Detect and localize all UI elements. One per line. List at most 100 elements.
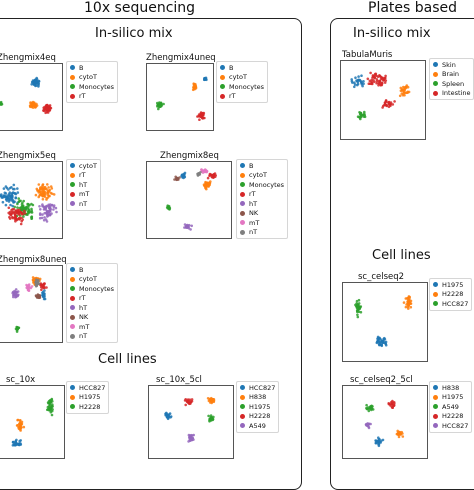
scatter-point [42,286,45,290]
scatter-point [174,175,177,179]
legend-entry: B [70,63,114,73]
scatter-point [50,398,53,402]
legend-entry: NK [70,313,114,323]
scatter-point [23,212,27,215]
scatter-point [45,220,49,223]
scatter-point [408,299,411,302]
scatter-point [48,104,52,107]
legend-label: H2228 [249,412,271,421]
scatter-point [14,288,18,291]
legend-swatch [70,191,75,197]
scatter-point [16,202,19,206]
legend-swatch [433,81,438,87]
scatter-point [13,200,16,203]
legend-label: HCC827 [79,383,106,392]
scatter-point [34,193,38,197]
scatter-point [16,206,19,209]
scatter-point [10,192,14,195]
scatter-point [374,73,377,77]
plot-title-celseq25cl: sc_celseq2_5cl [350,375,413,385]
legend-zheng5eq: cytoT rT hT mT nT [66,159,101,211]
scatter-point [11,194,14,198]
legend-swatch [240,404,245,410]
scatter-point [401,432,404,435]
legend-entry: rT [240,190,284,200]
scatter-point [189,402,192,405]
scatter-point [41,203,44,206]
scatter-point [8,191,12,194]
scatter-sc10x [11,397,54,447]
scatter-point [13,187,16,191]
scatter-point [43,195,47,198]
legend-label: B [79,265,84,274]
scatter-point [169,416,172,419]
scatter-point [29,101,32,104]
scatter-point [48,107,51,111]
scatter-point [356,315,360,319]
scatter-point [210,175,214,179]
legend-label: Skin [442,60,456,69]
scatter-point [353,85,356,89]
scatter-point [377,79,381,83]
scatter-point [41,293,44,297]
legend-swatch [433,90,438,96]
legend-entry: A549 [433,402,468,412]
scatter-point [11,295,15,299]
scatter-point [403,91,406,94]
legend-swatch [240,163,245,169]
scatter-point [42,282,46,285]
scatter-zheng8uneq [11,276,48,333]
scatter-point [371,76,374,79]
scatter-point [359,305,363,308]
plot-title-sc10x: sc_10x [6,375,36,385]
scatter-point [368,79,372,83]
scatter-point [37,82,40,85]
scatter-point [42,189,45,192]
legend-label: rT [79,294,86,303]
legend-swatch [70,314,75,320]
legend-label: mT [79,322,90,331]
scatter-point [14,196,18,200]
scatter-point [54,206,58,210]
scatter-point [27,283,31,286]
section-title-10x: 10x sequencing [84,0,196,16]
plot-title-zheng4uneq: Zhengmix4uneq [146,53,216,63]
scatter-point [35,187,39,191]
scatter-point [356,313,359,317]
scatter-point [3,191,7,195]
plot-sc10x5cl [148,385,234,459]
scatter-point [186,399,190,402]
scatter-point [358,113,362,116]
legend-label: B [249,161,254,170]
legend-label: Monocytes [79,82,115,91]
scatter-point [52,208,55,211]
legend-swatch [240,220,245,226]
scatter-point [44,208,48,211]
legend-swatch [70,394,75,400]
scatter-point [43,107,46,111]
scatter-point [383,81,387,84]
scatter-point [13,218,17,221]
scatter-point [383,101,387,105]
legend-entry: Monocytes [70,284,114,294]
legend-entry: hT [70,180,97,190]
legend-label: A549 [442,402,459,411]
legend-entry: hT [70,303,114,313]
scatter-point [182,173,186,176]
scatter-point [17,213,21,216]
scatter-point [381,438,385,442]
legend-entry: Monocytes [240,180,284,190]
legend-label: cytoT [249,171,267,180]
scatter-zheng4uneq [156,76,208,121]
scatter-zheng4eq [0,76,53,115]
scatter-point [378,437,381,441]
scatter-point [358,307,361,310]
scatter-point [166,205,170,208]
scatter-point [183,223,187,226]
legend-label: rT [79,92,86,101]
legend-swatch [240,385,245,391]
scatter-point [207,414,210,418]
legend-entry: H1975 [433,280,468,290]
legend-label: hT [79,180,88,189]
